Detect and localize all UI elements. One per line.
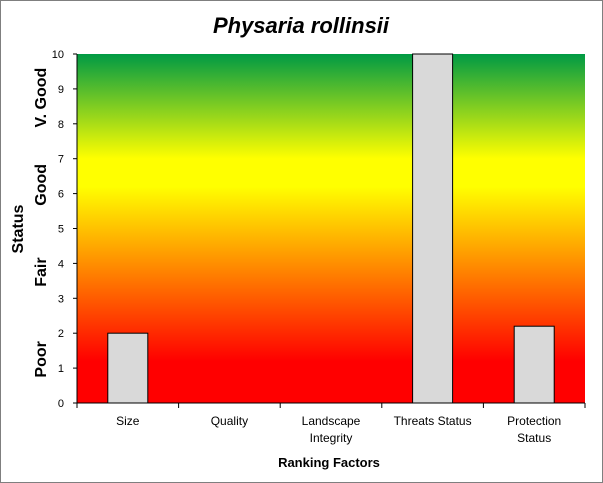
bar-threats-status xyxy=(412,53,454,404)
bar-series xyxy=(107,53,555,404)
status-band-label: Good xyxy=(33,164,50,206)
y-tick-label: 0 xyxy=(58,398,64,410)
y-tick-label: 7 xyxy=(58,154,64,166)
x-category-label: Landscape Integrity xyxy=(302,414,361,445)
status-band-label: Poor xyxy=(33,341,50,377)
y-tick-label: 2 xyxy=(58,328,64,340)
x-axis-title: Ranking Factors xyxy=(278,455,380,470)
x-category-label: Size xyxy=(116,414,140,428)
status-band-label: Fair xyxy=(33,257,50,286)
y-tick-label: 10 xyxy=(52,49,64,61)
status-band-labels: Poor Fair Good V. Good xyxy=(33,68,50,378)
y-axis-ticks: 0 1 2 3 4 5 6 7 8 9 10 xyxy=(52,49,77,410)
x-category-label: Protection Status xyxy=(507,414,561,445)
y-tick-label: 1 xyxy=(58,363,64,375)
y-axis-title: Status xyxy=(10,204,27,253)
y-tick-label: 4 xyxy=(58,258,64,270)
y-tick-label: 5 xyxy=(58,224,64,236)
x-category-label: Quality xyxy=(211,414,248,428)
y-tick-label: 9 xyxy=(58,84,64,96)
y-tick-label: 8 xyxy=(58,119,64,131)
bar-protection-status xyxy=(513,325,555,404)
y-tick-label: 3 xyxy=(58,293,64,305)
chart-title: Physaria rollinsii xyxy=(213,13,390,38)
bar-size xyxy=(107,332,149,404)
y-tick-label: 6 xyxy=(58,189,64,201)
plot-area-background xyxy=(77,54,585,403)
x-axis-ticks xyxy=(76,403,586,408)
x-axis-labels: Size Quality Landscape Integrity Threats Sta… xyxy=(116,414,561,445)
x-category-label: Threats Status xyxy=(394,414,472,428)
status-band-label: V. Good xyxy=(33,68,50,128)
